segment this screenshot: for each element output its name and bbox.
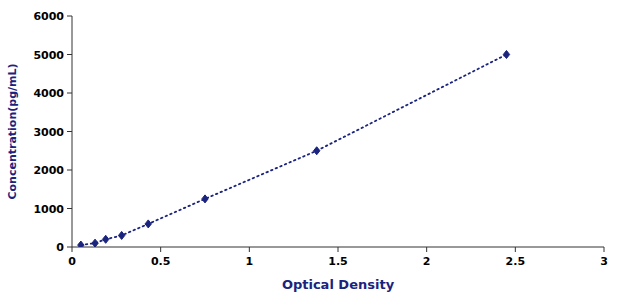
x-tick-label: 3 [600,255,608,268]
data-point [78,241,84,247]
x-tick [249,247,250,252]
x-tick [604,247,605,252]
x-tick-label: 0 [68,255,76,268]
y-tick-label: 3000 [33,126,64,139]
x-tick-label: 1.5 [328,255,348,268]
x-tick [72,247,73,252]
x-tick [338,247,339,252]
x-tick-label: 0.5 [151,255,171,268]
y-tick [67,170,72,171]
y-tick-label: 2000 [33,164,64,177]
y-tick [67,247,72,248]
data-point [118,231,124,239]
data-point [503,51,509,59]
y-tick [67,54,72,55]
x-tick-label: 2 [423,255,431,268]
y-tick-label: 4000 [33,87,64,100]
data-line [81,55,507,246]
y-tick-label: 5000 [33,49,64,62]
y-tick-label: 1000 [33,203,64,216]
y-tick [67,131,72,132]
y-axis-label: Concentration(pg/mL) [6,63,19,199]
y-tick [67,16,72,17]
data-point [92,239,98,247]
chart-svg: 0 0.5 1 1.5 2 2.5 3 0 1000 2000 3000 4000 5000 6000 Op… [0,0,626,299]
x-tick [515,247,516,252]
x-tick-label: 2.5 [506,255,526,268]
y-tick [67,208,72,209]
chart-container: 0 0.5 1 1.5 2 2.5 3 0 1000 2000 3000 4000 5000 6000 Op… [0,0,626,299]
data-point [314,147,320,155]
x-axis-label: Optical Density [282,277,395,292]
x-tick-label: 1 [246,255,254,268]
axes: 0 0.5 1 1.5 2 2.5 3 0 1000 2000 3000 4000 5000 6000 [33,10,607,268]
x-tick [160,247,161,252]
y-tick-label: 6000 [33,10,64,23]
x-tick [426,247,427,252]
plot-area [78,51,510,248]
y-tick-label: 0 [56,241,64,254]
data-point [202,195,208,203]
data-point [145,220,151,228]
data-point [102,235,108,243]
y-tick [67,93,72,94]
